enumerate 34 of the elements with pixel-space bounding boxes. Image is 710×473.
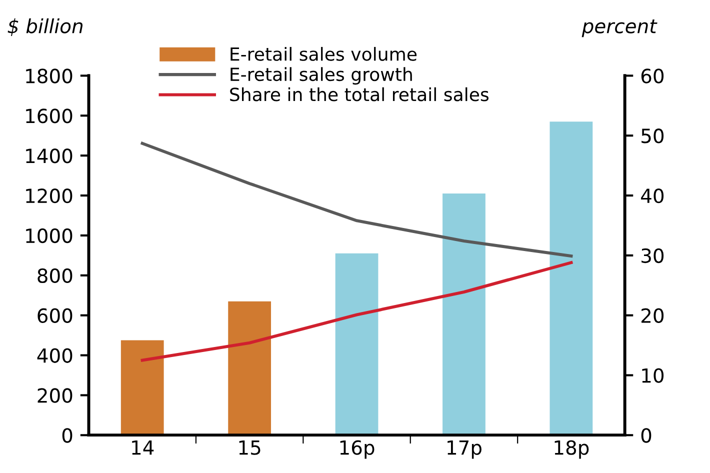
y-tick-label: 1800 (26, 68, 72, 84)
y-tick-label: 600 (38, 308, 72, 323)
y-tick-label: 1200 (26, 188, 72, 204)
bar (442, 194, 486, 436)
y2-tick-label: 0 (641, 428, 652, 443)
x-tick-label: 16p (340, 440, 374, 459)
y2-tick-label: 40 (641, 188, 664, 204)
x-tick-label: 17p (448, 440, 482, 459)
y-tick-label: 1400 (26, 148, 72, 164)
line-series (140, 142, 573, 258)
y2-axis-title: percent (582, 19, 658, 38)
y-tick-label: 800 (38, 268, 72, 284)
y2-tick-label: 30 (642, 248, 664, 264)
y2-tick-label: 20 (642, 308, 664, 323)
y2-tick-label: 50 (642, 128, 664, 144)
y-tick-label: 1600 (26, 108, 72, 124)
legend-label: E-retail sales volume (230, 46, 417, 61)
y2-tick-label: 10 (642, 368, 664, 383)
y-tick-label: 400 (37, 348, 72, 363)
y-axis-title: $ billion (8, 18, 83, 36)
legend-label: E-retail sales growth (230, 67, 412, 85)
bar (335, 253, 378, 436)
bar (120, 340, 164, 436)
x-tick-label: 18p (554, 440, 589, 459)
line-series (140, 261, 573, 362)
y2-tick-label: 60 (641, 68, 664, 84)
y-tick-label: 200 (38, 388, 72, 403)
y-tick-label: 0 (62, 428, 72, 443)
x-tick-label: 14 (132, 440, 154, 455)
bar (228, 301, 272, 436)
legend-label: Share in the total retail sales (230, 87, 488, 102)
y-tick-label: 1000 (26, 228, 72, 244)
bar (550, 122, 593, 436)
x-tick-label: 15 (239, 440, 260, 455)
